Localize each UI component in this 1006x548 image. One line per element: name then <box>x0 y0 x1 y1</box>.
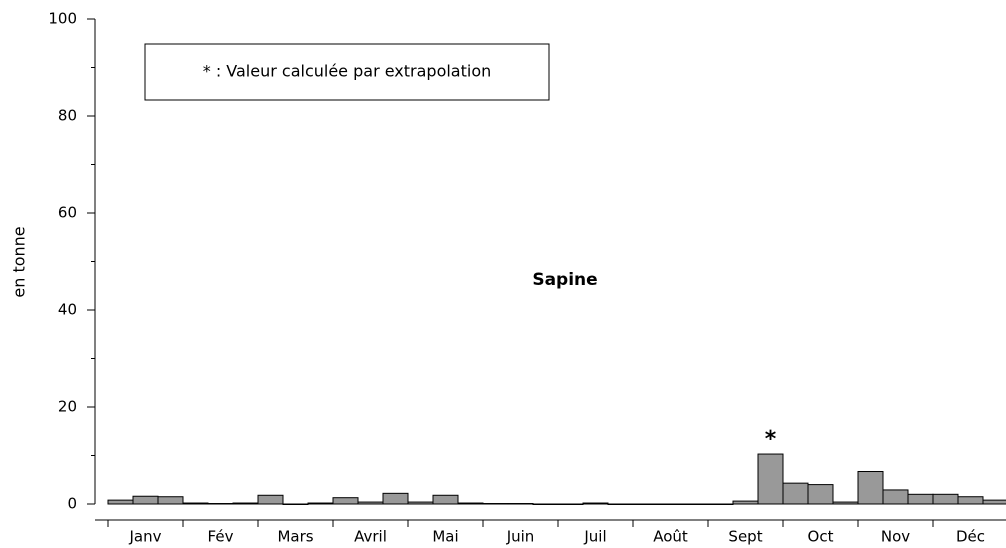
bar <box>832 501 859 505</box>
bar <box>332 497 359 505</box>
bar <box>532 503 559 505</box>
bar <box>882 489 909 505</box>
y-tick-label: 40 <box>58 301 77 319</box>
bar <box>707 503 734 505</box>
chart-title: Sapine <box>532 270 597 290</box>
bar <box>782 482 809 505</box>
bar <box>582 502 609 505</box>
x-tick-label: Juin <box>506 528 535 546</box>
bar <box>807 484 834 505</box>
x-tick-label: Oct <box>808 528 834 546</box>
x-tick-label: Nov <box>881 528 910 546</box>
bar <box>157 496 184 505</box>
x-tick-label: Sept <box>728 528 762 546</box>
bar <box>307 502 334 505</box>
note-box <box>144 43 550 101</box>
bar <box>857 471 884 505</box>
bar <box>632 503 659 505</box>
annotation: * <box>765 427 777 452</box>
bar <box>482 503 509 505</box>
bar <box>732 500 759 505</box>
bar <box>282 503 309 505</box>
bar <box>932 493 959 505</box>
x-tick-label: Juil <box>583 528 606 546</box>
bar <box>557 503 584 505</box>
bar <box>382 492 409 505</box>
x-tick-label: Avril <box>354 528 387 546</box>
y-axis-label: en tonne <box>10 226 29 297</box>
bar <box>507 503 534 505</box>
x-tick-label: Mai <box>432 528 458 546</box>
y-tick-label: 0 <box>67 495 77 513</box>
bar <box>957 496 984 505</box>
bar <box>257 494 284 505</box>
x-tick-label: Janv <box>129 528 162 546</box>
bar <box>607 503 634 505</box>
bar <box>907 493 934 505</box>
bar <box>207 503 234 505</box>
bar <box>132 495 159 505</box>
y-tick-label: 60 <box>58 204 77 222</box>
bar <box>232 502 259 505</box>
x-tick-label: Fév <box>208 528 234 546</box>
bar <box>657 503 684 505</box>
y-tick-label: 20 <box>58 398 77 416</box>
bar <box>457 502 484 505</box>
bar <box>682 503 709 505</box>
y-tick-label: 100 <box>48 10 77 28</box>
x-tick-label: Août <box>653 528 688 546</box>
bar <box>432 494 459 505</box>
bar <box>107 499 134 505</box>
bar <box>407 501 434 505</box>
x-tick-label: Mars <box>277 528 313 546</box>
bar <box>357 501 384 505</box>
bar <box>757 453 784 505</box>
y-tick-label: 80 <box>58 107 77 125</box>
x-tick-label: Déc <box>956 528 985 546</box>
bar <box>982 499 1006 505</box>
bar <box>182 502 209 505</box>
note: * : Valeur calculée par extrapolation <box>203 62 492 81</box>
